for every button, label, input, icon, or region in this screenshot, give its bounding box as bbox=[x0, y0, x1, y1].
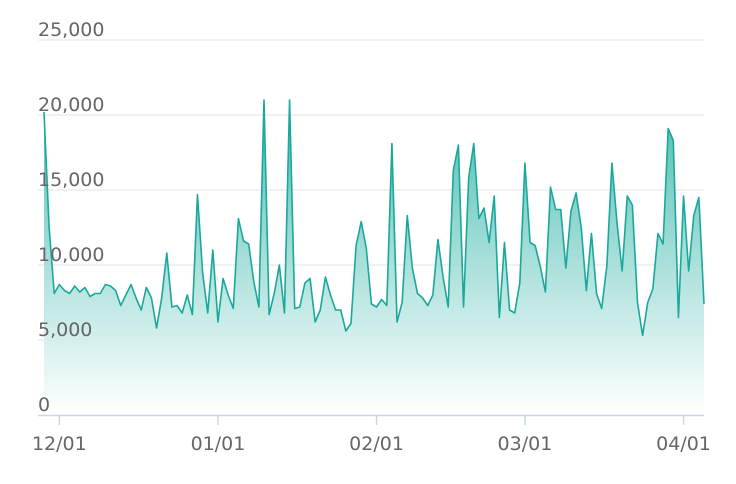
y-tick-label: 15,000 bbox=[38, 169, 104, 191]
series-area-group bbox=[43, 99, 705, 415]
y-tick-label: 20,000 bbox=[38, 94, 104, 116]
y-tick-label: 5,000 bbox=[38, 319, 92, 341]
x-tick-label: 04/01 bbox=[656, 433, 711, 455]
x-tick-label: 12/01 bbox=[32, 433, 87, 455]
x-axis bbox=[38, 414, 704, 425]
y-tick-label: 0 bbox=[38, 394, 50, 416]
y-tick-label: 10,000 bbox=[38, 244, 104, 266]
x-tick-label: 02/01 bbox=[349, 433, 404, 455]
x-tick-label: 03/01 bbox=[498, 433, 553, 455]
series-line bbox=[43, 99, 705, 337]
series-area-fill bbox=[44, 100, 704, 415]
x-axis-labels: 12/01 01/01 02/01 03/01 04/01 bbox=[32, 433, 711, 455]
x-tick-label: 01/01 bbox=[191, 433, 246, 455]
y-axis-labels: 0 5,000 10,000 15,000 20,000 25,000 bbox=[38, 19, 104, 416]
y-tick-label: 25,000 bbox=[38, 19, 104, 41]
